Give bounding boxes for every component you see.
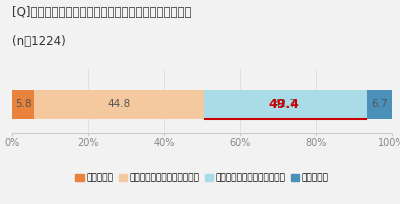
Text: [Q]あなたご自身の防災意識について教えてください。: [Q]あなたご自身の防災意識について教えてください。 — [12, 6, 192, 19]
Text: 44.8: 44.8 — [108, 100, 131, 110]
Text: 6.7: 6.7 — [371, 100, 388, 110]
Bar — [34, 90, 204, 119]
Text: (n＝1224): (n＝1224) — [12, 35, 66, 48]
Legend: 高いほうだ, どちらかといえば高いほうだ, どちらかといえば低いほうだ, 低いほうだ: 高いほうだ, どちらかといえば高いほうだ, どちらかといえば低いほうだ, 低いほ… — [72, 170, 332, 186]
Bar — [204, 90, 366, 119]
Text: 42.7: 42.7 — [274, 100, 297, 110]
Bar — [12, 90, 34, 119]
Text: 49.4: 49.4 — [268, 98, 299, 111]
Text: 5.8: 5.8 — [15, 100, 31, 110]
Bar — [366, 90, 392, 119]
